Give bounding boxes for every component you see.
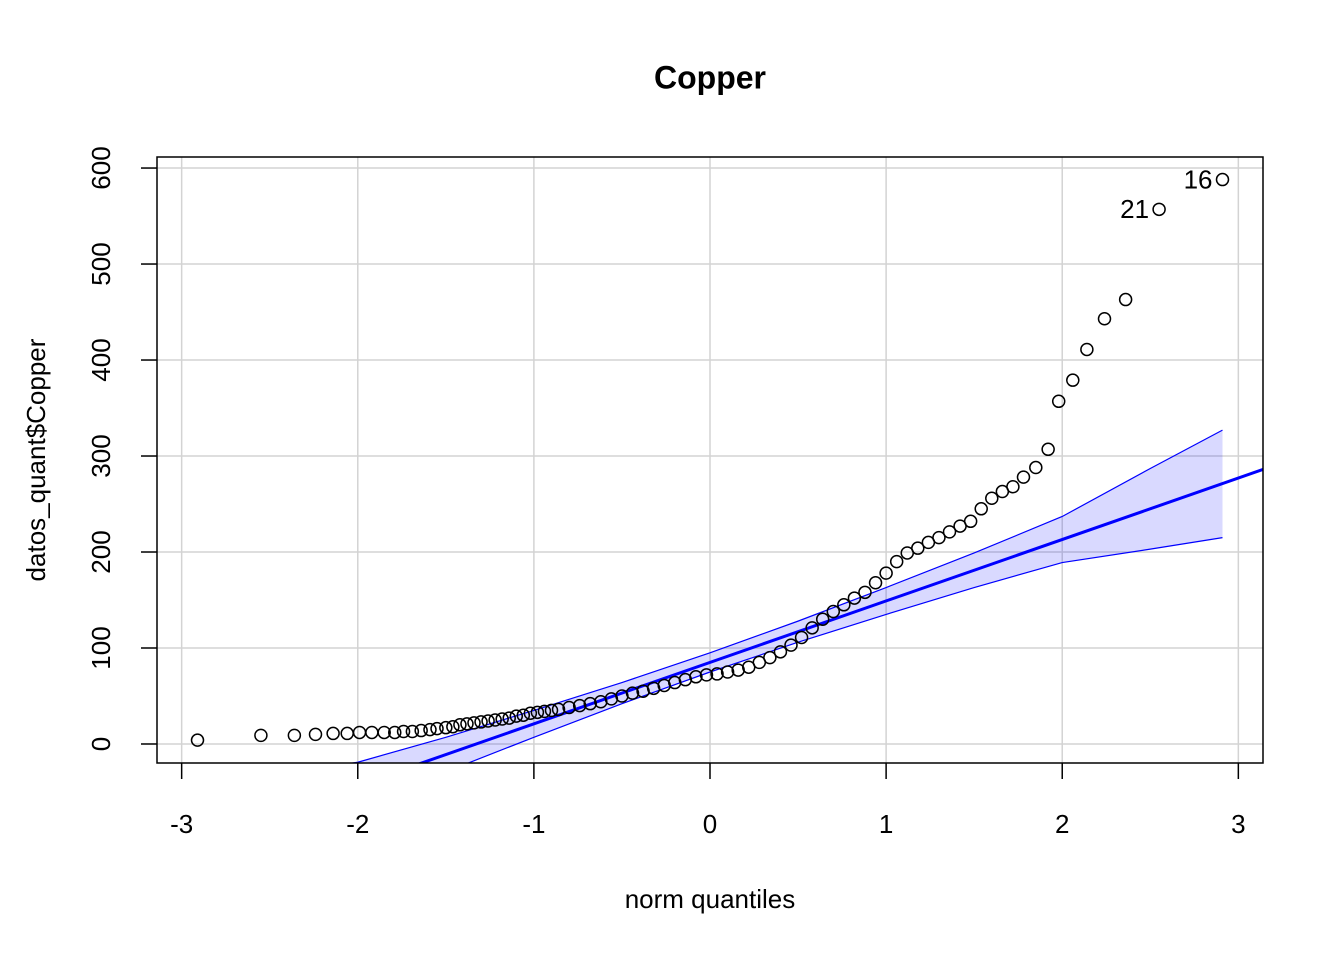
- data-point: [446, 719, 460, 734]
- data-point: [879, 566, 893, 580]
- data-point: [889, 554, 904, 569]
- y-tick-label: 0: [86, 737, 116, 751]
- data-point: [1029, 460, 1043, 475]
- data-point: [544, 703, 559, 718]
- data-point: [784, 638, 798, 652]
- data-point: [773, 645, 788, 659]
- data-point: [1152, 202, 1166, 217]
- data-point: [254, 728, 268, 743]
- data-point: [530, 705, 545, 720]
- x-axis-label: norm quantiles: [625, 884, 796, 914]
- data-point: [423, 722, 437, 737]
- data-point: [405, 724, 420, 739]
- data-point: [1080, 342, 1094, 357]
- data-point: [932, 530, 946, 545]
- data-point: [430, 721, 444, 736]
- data-point: [377, 725, 391, 740]
- data-point: [985, 491, 999, 506]
- data-point: [308, 727, 323, 742]
- data-point: [1215, 172, 1230, 187]
- y-tick-label: 100: [86, 626, 116, 669]
- data-point: [815, 612, 830, 626]
- data-point: [396, 724, 411, 739]
- point-label: 16: [1184, 164, 1213, 194]
- data-point: [388, 725, 402, 740]
- data-point: [1051, 394, 1066, 409]
- chart-title: Copper: [654, 59, 766, 95]
- y-tick-label: 300: [86, 434, 116, 477]
- data-point: [805, 621, 819, 635]
- data-point: [1006, 479, 1020, 494]
- data-point: [868, 575, 883, 590]
- data-point: [352, 725, 367, 740]
- data-point: [453, 718, 467, 732]
- data-point: [287, 728, 302, 743]
- data-point: [1066, 373, 1080, 387]
- data-point: [1016, 470, 1031, 484]
- data-point: [439, 720, 453, 735]
- data-point: [562, 700, 576, 715]
- data-point: [974, 502, 988, 516]
- reference-line: [417, 468, 1263, 763]
- data-point: [911, 541, 925, 555]
- data-point: [460, 717, 474, 731]
- data-point: [481, 714, 495, 728]
- data-point: [963, 514, 978, 529]
- data-point: [509, 709, 524, 723]
- x-tick-label: -3: [170, 809, 193, 839]
- y-axis-label: datos_quant$Copper: [21, 338, 51, 581]
- data-point: [583, 696, 597, 711]
- x-tick-label: 1: [879, 809, 893, 839]
- data-point: [858, 585, 872, 600]
- x-tick-label: -1: [522, 809, 545, 839]
- data-point: [847, 591, 862, 605]
- data-point: [502, 711, 516, 725]
- data-point: [720, 665, 735, 679]
- data-point: [488, 713, 502, 727]
- x-tick-label: 2: [1055, 809, 1069, 839]
- data-point: [763, 650, 777, 665]
- data-point: [516, 708, 531, 722]
- data-point: [826, 604, 841, 619]
- x-tick-label: -2: [346, 809, 369, 839]
- envelope-upper: [348, 429, 1223, 763]
- data-point: [190, 733, 205, 747]
- x-tick-label: 3: [1231, 809, 1245, 839]
- data-point: [523, 706, 538, 721]
- data-point: [551, 702, 566, 717]
- data-point: [689, 670, 703, 684]
- data-point: [537, 704, 552, 719]
- data-point: [572, 698, 587, 713]
- y-tick-label: 600: [86, 146, 116, 189]
- envelope-lower: [466, 537, 1223, 763]
- plot-area: [157, 157, 1263, 763]
- data-point: [340, 726, 354, 741]
- data-point: [467, 716, 481, 730]
- data-point: [837, 598, 851, 612]
- x-tick-label: 0: [703, 809, 717, 839]
- data-point: [942, 525, 957, 539]
- data-point: [495, 712, 509, 726]
- data-point: [365, 725, 379, 740]
- data-point: [326, 726, 340, 741]
- data-point: [1097, 311, 1112, 326]
- point-label: 21: [1120, 194, 1149, 224]
- data-point: [699, 668, 714, 682]
- data-point: [474, 715, 488, 729]
- y-tick-label: 200: [86, 530, 116, 573]
- y-tick-label: 500: [86, 242, 116, 285]
- data-point: [1041, 442, 1055, 457]
- data-point: [710, 667, 724, 681]
- data-point: [794, 630, 809, 645]
- data-point: [414, 723, 428, 738]
- data-point: [625, 686, 640, 700]
- y-tick-label: 400: [86, 338, 116, 381]
- data-point: [1118, 292, 1133, 307]
